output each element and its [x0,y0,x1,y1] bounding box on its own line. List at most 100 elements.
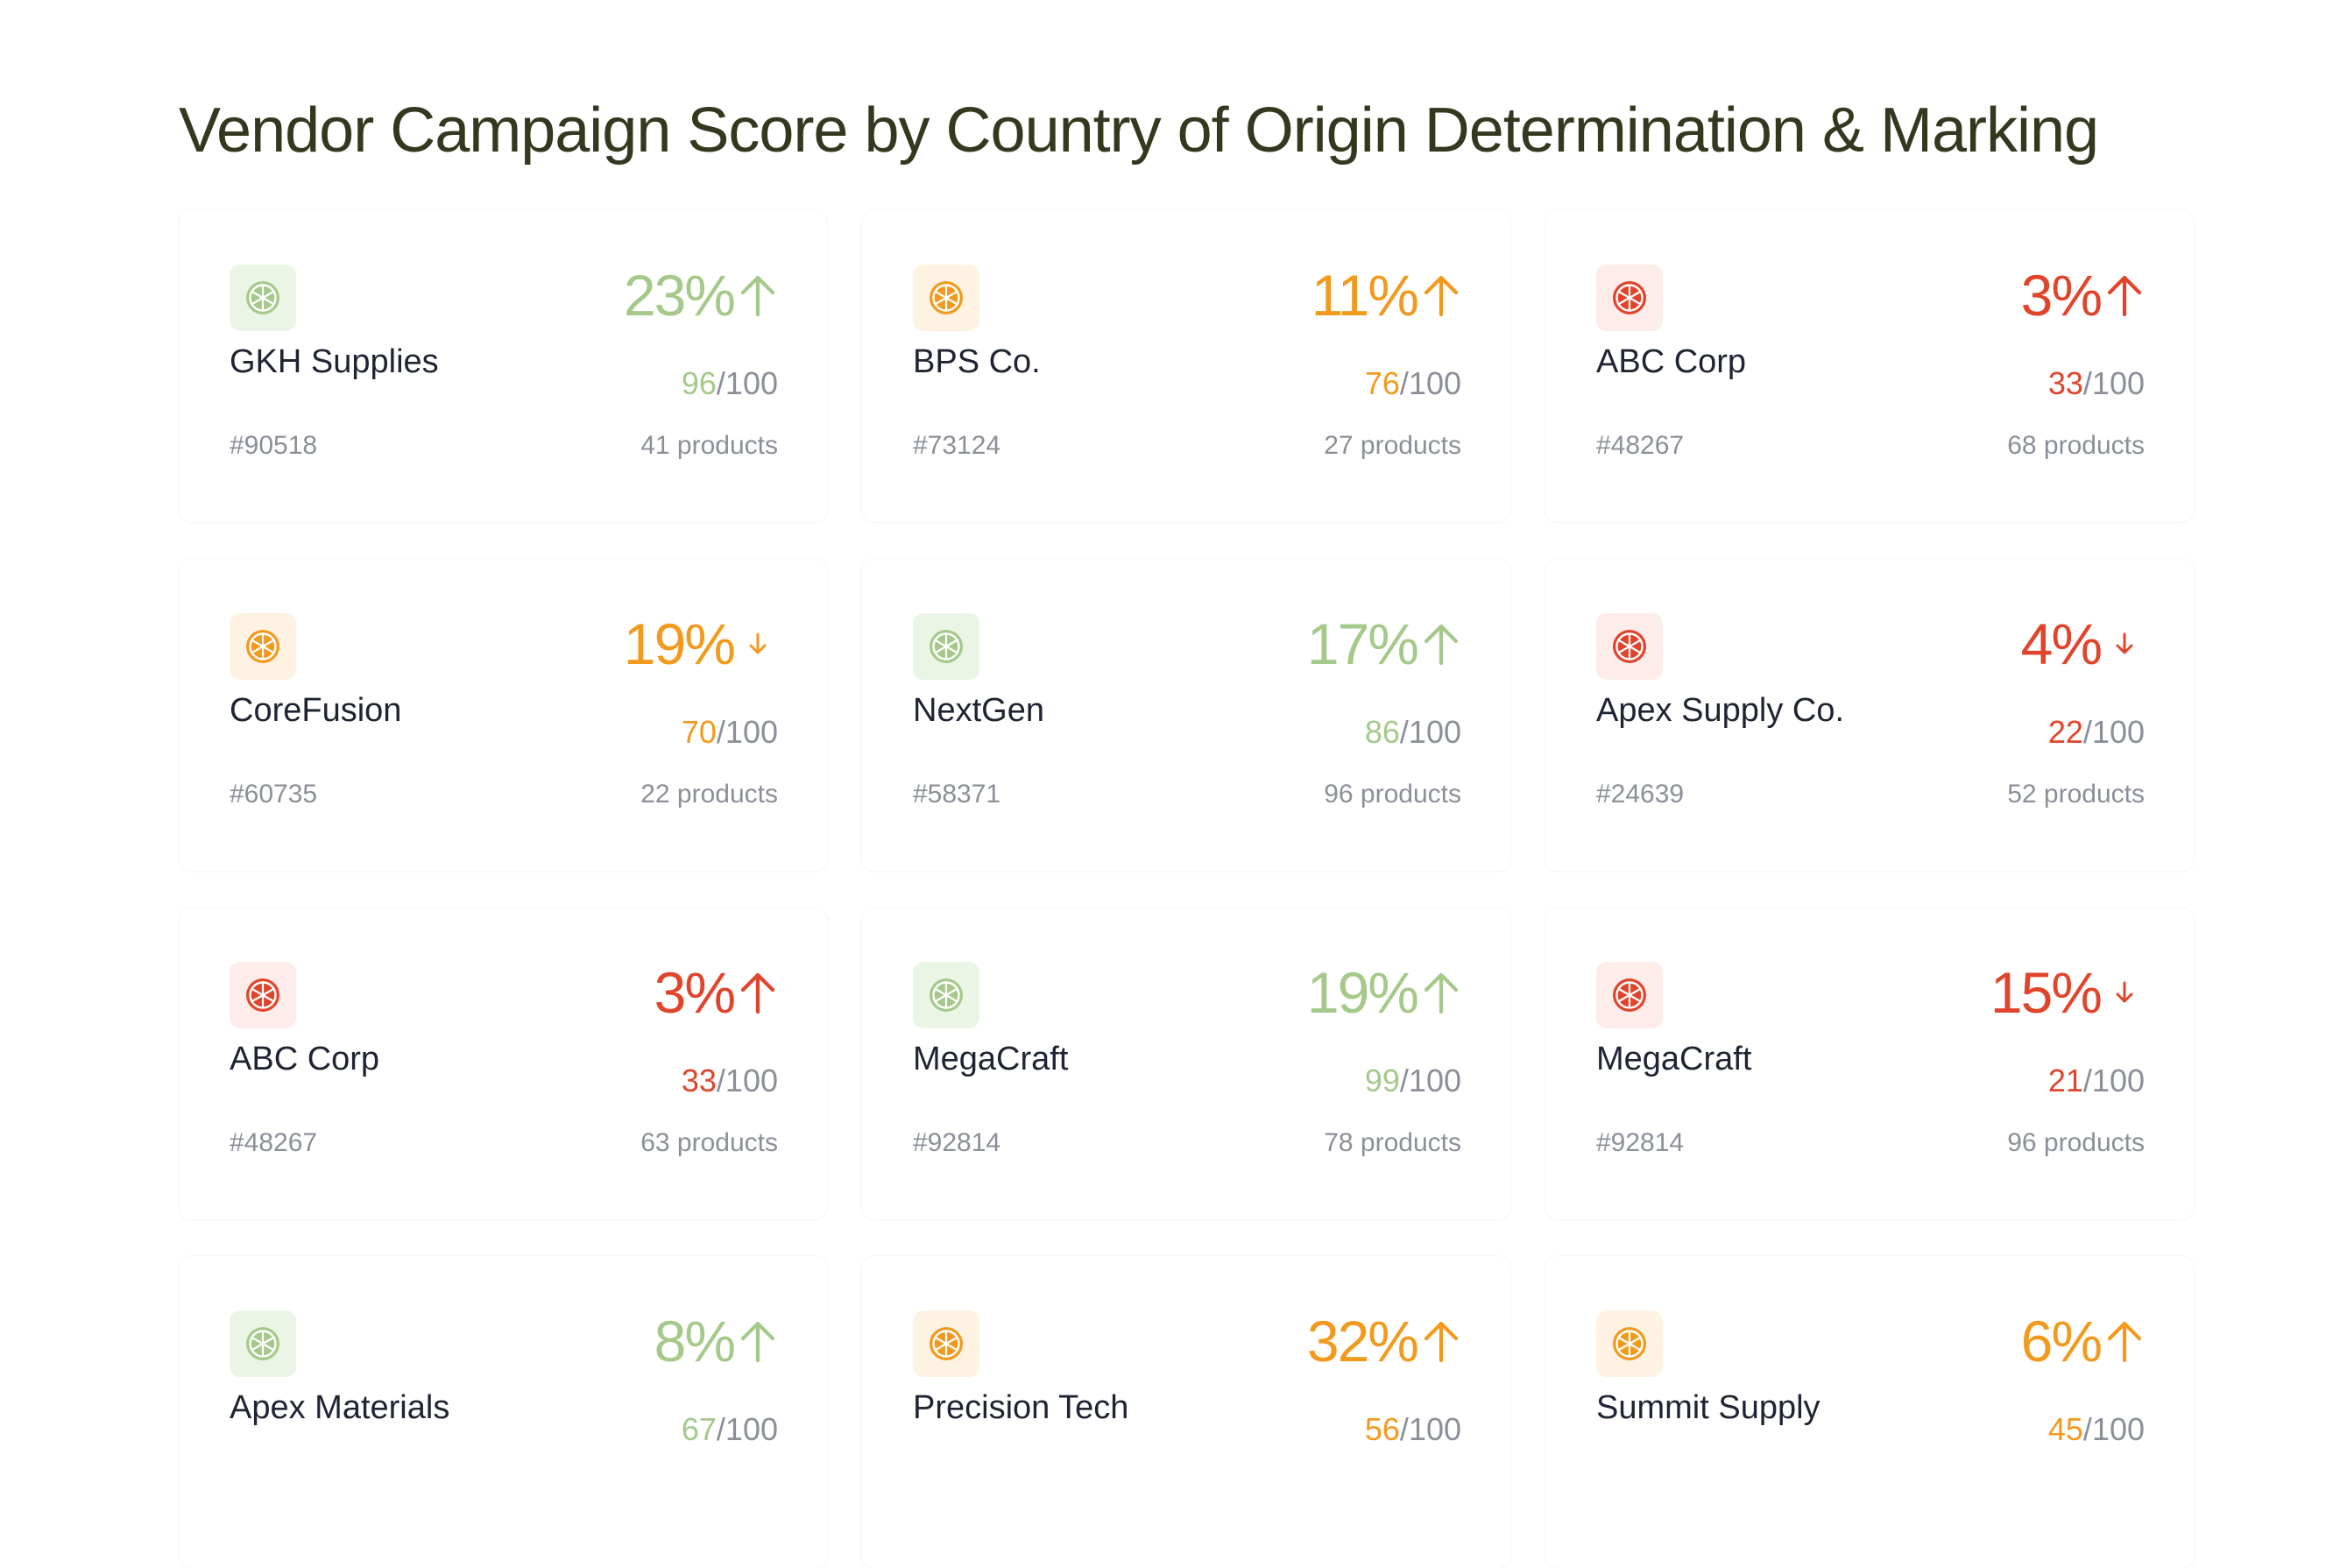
score-value: 76 [1364,365,1400,401]
vendor-card-grid: GKH Supplies #90518 23% 96/100 41 produc… [179,210,2195,1568]
change-indicator: 19% [1307,964,1461,1021]
score-value: 45 [2047,1411,2083,1447]
score-max: /100 [716,365,778,401]
score-max: /100 [1399,1063,1461,1098]
arrow-up-icon [738,970,778,1015]
vendor-name: Summit Supply [1596,1389,1820,1426]
citrus-slice-icon [1596,962,1663,1028]
product-count: 68 products [2007,431,2145,460]
vendor-name: Precision Tech [913,1389,1129,1426]
score-value: 56 [1364,1411,1400,1447]
vendor-name: GKH Supplies [230,343,439,380]
score: 76/100 [1365,365,1461,402]
vendor-card-3[interactable]: ABC Corp #48267 3% 33/100 68 products [1545,210,2194,522]
score: 45/100 [2048,1411,2145,1448]
vendor-card-1[interactable]: GKH Supplies #90518 23% 96/100 41 produc… [179,210,827,522]
score-value: 67 [681,1411,717,1447]
citrus-slice-icon [230,265,296,331]
score-max: /100 [716,1063,778,1098]
vendor-card-11[interactable]: Precision Tech 32% 56/100 [862,1256,1510,1568]
score: 22/100 [2048,714,2145,751]
page-title: Vendor Campaign Score by Country of Orig… [179,95,2099,166]
change-indicator: 32% [1307,1312,1461,1370]
change-indicator: 15% [1990,964,2145,1021]
product-count: 52 products [2007,780,2145,809]
arrow-down-icon [738,632,778,655]
citrus-slice-icon [913,613,979,680]
vendor-card-7[interactable]: ABC Corp #48267 3% 33/100 63 products [179,908,827,1219]
change-percent: 6% [2020,1309,2103,1374]
vendor-card-5[interactable]: NextGen #58371 17% 86/100 96 products [862,559,1510,871]
score-value: 22 [2047,714,2083,750]
change-percent: 15% [1990,960,2103,1025]
score-max: /100 [1399,714,1461,750]
change-indicator: 19% [624,615,778,673]
product-count: 22 products [640,780,778,809]
arrow-up-icon [1421,1318,1461,1364]
citrus-slice-icon [913,962,979,1028]
arrow-up-icon [1421,970,1461,1015]
product-count: 78 products [1324,1128,1461,1157]
vendor-id: #48267 [230,1128,318,1157]
vendor-card-9[interactable]: MegaCraft #92814 15% 21/100 96 products [1545,908,2194,1219]
change-indicator: 11% [1311,266,1461,324]
arrow-up-icon [1421,272,1461,318]
change-indicator: 3% [654,964,778,1021]
arrow-up-icon [1421,621,1461,667]
vendor-name: ABC Corp [1596,343,1747,380]
arrow-up-icon [2104,1318,2145,1364]
vendor-name: CoreFusion [230,692,402,729]
score-max: /100 [2082,365,2145,401]
product-count: 96 products [1324,780,1461,809]
change-indicator: 3% [2021,266,2145,324]
score-max: /100 [1399,1411,1461,1447]
score: 99/100 [1365,1063,1461,1099]
vendor-id: #48267 [1596,431,1685,460]
arrow-up-icon [738,272,778,318]
change-percent: 19% [623,611,736,676]
vendor-name: MegaCraft [1596,1041,1752,1077]
vendor-card-12[interactable]: Summit Supply 6% 45/100 [1545,1256,2194,1568]
change-percent: 8% [654,1309,736,1374]
score: 86/100 [1365,714,1461,751]
score: 70/100 [682,714,778,751]
score-max: /100 [1399,365,1461,401]
product-count: 63 products [640,1128,778,1157]
score-value: 33 [2047,365,2083,401]
vendor-card-6[interactable]: Apex Supply Co. #24639 4% 22/100 52 prod… [1545,559,2194,871]
vendor-card-2[interactable]: BPS Co. #73124 11% 76/100 27 products [862,210,1510,522]
vendor-id: #92814 [1596,1128,1685,1157]
change-percent: 32% [1306,1309,1419,1374]
vendor-id: #92814 [913,1128,1001,1157]
score: 33/100 [682,1063,778,1099]
change-percent: 19% [1306,960,1419,1025]
vendor-card-4[interactable]: CoreFusion #60735 19% 70/100 22 products [179,559,827,871]
change-indicator: 23% [624,266,778,324]
citrus-slice-icon [230,613,296,680]
vendor-name: BPS Co. [913,343,1041,380]
change-percent: 17% [1306,611,1419,676]
vendor-id: #73124 [913,431,1001,460]
vendor-name: ABC Corp [230,1041,380,1077]
vendor-id: #58371 [913,780,1001,809]
vendor-name: Apex Materials [230,1389,450,1426]
citrus-slice-icon [1596,265,1663,331]
vendor-name: NextGen [913,692,1044,729]
vendor-id: #90518 [230,431,318,460]
product-count: 41 products [640,431,778,460]
change-indicator: 4% [2021,615,2145,673]
score-value: 96 [681,365,717,401]
score: 56/100 [1365,1411,1461,1448]
change-indicator: 8% [654,1312,778,1370]
citrus-slice-icon [1596,613,1663,680]
change-percent: 3% [2020,263,2103,328]
vendor-card-10[interactable]: Apex Materials 8% 67/100 [179,1256,827,1568]
score: 33/100 [2048,365,2145,402]
vendor-card-8[interactable]: MegaCraft #92814 19% 99/100 78 products [862,908,1510,1219]
score-max: /100 [716,1411,778,1447]
score-value: 70 [681,714,717,750]
citrus-slice-icon [230,1310,296,1377]
score-value: 86 [1364,714,1400,750]
arrow-down-icon [2104,632,2145,655]
change-indicator: 17% [1307,615,1461,673]
